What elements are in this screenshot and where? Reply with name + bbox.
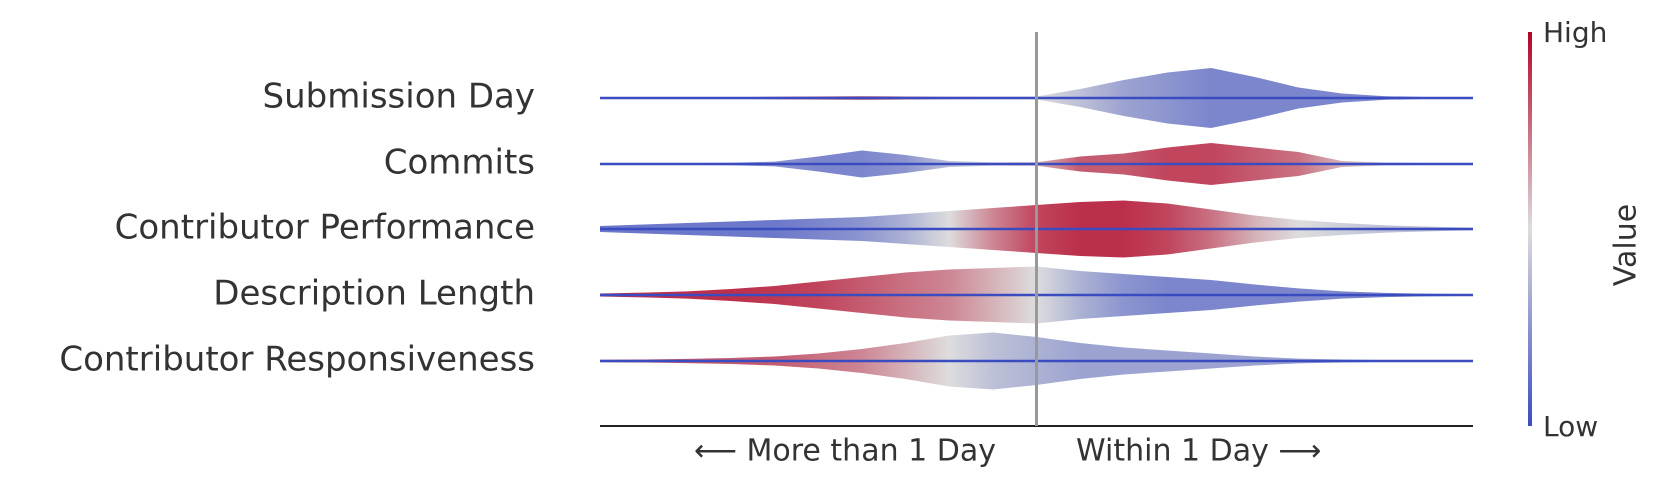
x-right-label: Within 1 Day ⟶ — [1076, 434, 1321, 469]
violin-half — [600, 68, 1473, 98]
colorbar-high: High — [1543, 16, 1607, 49]
violin-half — [600, 98, 1473, 128]
feature-label: Contributor Responsiveness — [59, 340, 535, 380]
feature-label: Description Length — [213, 274, 535, 314]
colorbar — [1528, 32, 1532, 426]
feature-label: Contributor Performance — [115, 208, 535, 248]
violin-half — [600, 164, 1473, 185]
colorbar-low: Low — [1543, 410, 1598, 443]
feature-label: Commits — [384, 143, 535, 183]
feature-label: Submission Day — [263, 77, 535, 117]
x-left-label: ⟵ More than 1 Day — [694, 434, 996, 469]
violin-half — [600, 143, 1473, 164]
colorbar-label: Value — [1609, 204, 1644, 286]
